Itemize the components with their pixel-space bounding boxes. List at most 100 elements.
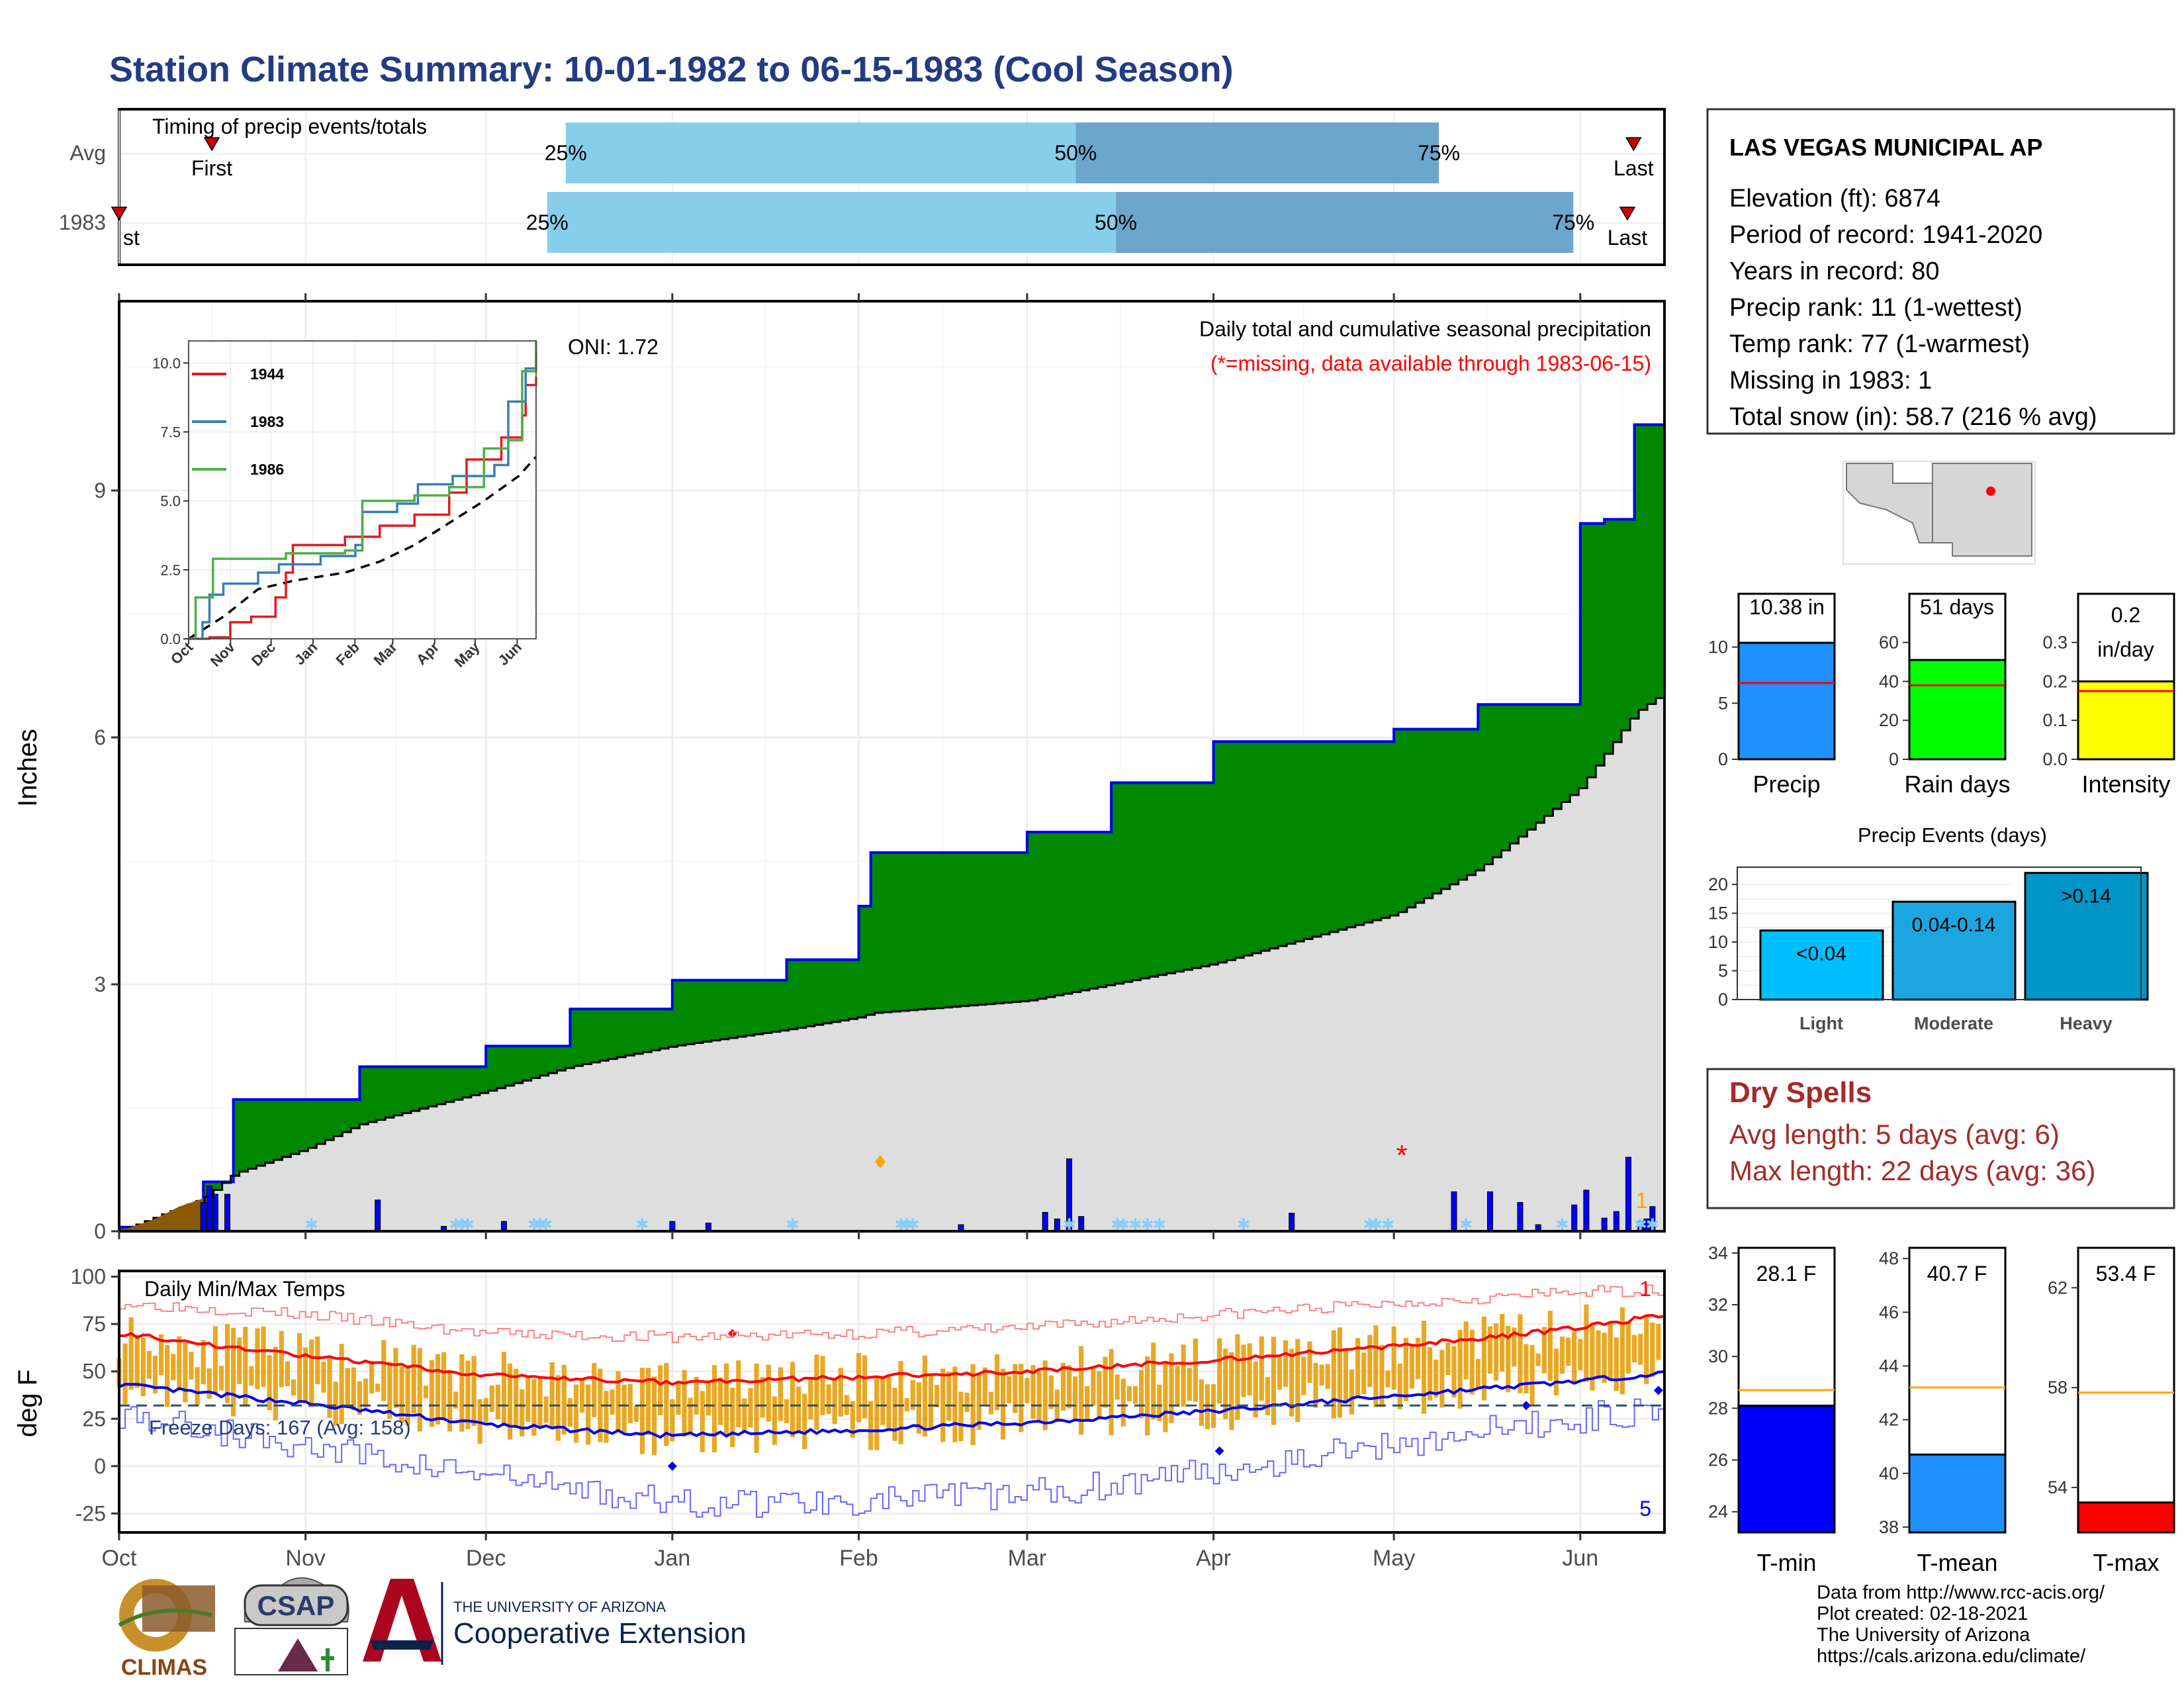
daily-temp-bar <box>1566 1337 1571 1366</box>
daily-temp-bar <box>784 1399 790 1424</box>
daily-temp-bar <box>1048 1375 1054 1409</box>
daily-temp-bar <box>1235 1334 1240 1420</box>
daily-temp-bar <box>688 1397 693 1433</box>
daily-precip-bar <box>212 1194 218 1232</box>
daily-temp-bar <box>868 1401 874 1450</box>
month-tick-label: Feb <box>839 1546 878 1571</box>
daily-temp-bar <box>592 1362 597 1417</box>
daily-temp-bar <box>249 1366 254 1386</box>
daily-precip-bar <box>1487 1191 1494 1232</box>
snow-marker: ✱ <box>1381 1216 1394 1234</box>
stat-label: T-max <box>2093 1549 2159 1576</box>
daily-precip-bar <box>1571 1204 1578 1232</box>
temp-y-tick-label: 100 <box>71 1265 106 1289</box>
daily-temp-bar <box>555 1375 561 1441</box>
stat-label: T-min <box>1757 1549 1817 1576</box>
daily-temp-bar <box>1073 1376 1078 1421</box>
daily-temp-bar <box>952 1366 958 1442</box>
daily-temp-bar <box>158 1334 164 1376</box>
inset-series-line <box>189 341 537 640</box>
events-y-tick-label: 5 <box>1718 961 1728 981</box>
cumulative-precip-line <box>119 377 1666 1229</box>
daily-temp-bar <box>441 1352 447 1421</box>
last-event-label: Last <box>1608 226 1648 250</box>
daily-precip-bar <box>1517 1201 1524 1232</box>
daily-temp-bar <box>1644 1316 1649 1384</box>
daily-precip-bar <box>224 1194 231 1232</box>
daily-temp-bar <box>261 1326 266 1387</box>
stat-tick-label: 0 <box>1718 749 1728 769</box>
daily-temp-bar <box>1349 1369 1355 1415</box>
month-tick-label: Jan <box>654 1546 690 1571</box>
daily-temp-bar <box>435 1354 441 1425</box>
stat-bar <box>1908 659 2007 761</box>
events-bar-label: >0.14 <box>2061 886 2111 908</box>
daily-temp-bar <box>976 1373 981 1430</box>
daily-temp-bar <box>682 1370 687 1437</box>
daily-temp-bar <box>1036 1370 1042 1422</box>
daily-temp-bar <box>1187 1368 1192 1401</box>
daily-temp-bar <box>1109 1349 1114 1436</box>
daily-temp-bar <box>146 1350 152 1379</box>
daily-temp-bar <box>315 1336 320 1385</box>
daily-temp-bar <box>1506 1325 1511 1393</box>
daily-temp-bar <box>381 1340 387 1401</box>
stat-tick-label: 34 <box>1708 1243 1728 1263</box>
daily-temp-bar <box>1500 1313 1505 1372</box>
temp-y-tick-label: 75 <box>82 1312 106 1336</box>
stat-box <box>2077 1246 2175 1534</box>
daily-temp-bar <box>1403 1338 1408 1401</box>
temp-max-count: 1 <box>1639 1277 1651 1301</box>
daily-temp-bar <box>610 1389 615 1415</box>
daily-temp-bar <box>598 1368 603 1442</box>
snow-marker: ✱ <box>449 1216 463 1234</box>
freeze-days-label: Freeze Days: 167 (Avg: 158) <box>149 1416 411 1439</box>
daily-temp-bar <box>1181 1344 1186 1407</box>
daily-temp-bar <box>501 1352 507 1426</box>
stat-tick-label: 0.3 <box>2042 633 2068 653</box>
precip-y-tick-label: 0 <box>94 1219 106 1243</box>
daily-temp-bar <box>604 1391 609 1443</box>
station-location-dot <box>1986 487 1995 496</box>
snow-marker: ✱ <box>635 1216 649 1234</box>
temp-stat-value: 53.4 F <box>2096 1262 2156 1286</box>
inset-legend-label: 1986 <box>250 461 284 478</box>
stat-tick-label: 0.1 <box>2042 710 2068 730</box>
daily-temp-bar <box>1295 1338 1300 1423</box>
daily-temp-bar <box>1367 1335 1373 1387</box>
snow-marker: ✱ <box>894 1216 907 1234</box>
daily-temp-bar <box>1138 1370 1144 1419</box>
snow-marker: ✱ <box>305 1216 318 1234</box>
figure-title: Station Climate Summary: 10-01-1982 to 0… <box>109 50 1234 89</box>
stat-label: Rain days <box>1904 771 2010 798</box>
daily-temp-bar <box>423 1385 428 1399</box>
daily-temp-bar <box>802 1393 807 1450</box>
daily-temp-bar <box>561 1364 567 1435</box>
stat-tick-label: 0 <box>1889 749 1899 769</box>
daily-temp-bar <box>1169 1353 1174 1423</box>
daily-temp-bar <box>742 1398 747 1432</box>
daily-temp-bar <box>1019 1364 1024 1432</box>
events-category-label: Moderate <box>1914 1013 1993 1033</box>
timing-bar-late <box>1116 192 1574 253</box>
snow-marker: ✱ <box>455 1216 469 1234</box>
temp-stat-value: 28.1 F <box>1756 1262 1817 1286</box>
daily-temp-bar <box>862 1355 868 1419</box>
daily-temp-bar <box>1199 1379 1205 1427</box>
daily-temp-bar <box>1151 1342 1156 1420</box>
daily-temp-bar <box>122 1343 128 1405</box>
daily-precip-bar <box>1078 1216 1085 1232</box>
daily-temp-bar <box>237 1337 242 1384</box>
daily-temp-bar <box>670 1399 675 1442</box>
daily-temp-bar <box>850 1401 856 1438</box>
daily-temp-bar <box>1307 1341 1312 1383</box>
daily-temp-bar <box>1271 1336 1277 1425</box>
snow-marker: ✱ <box>1363 1216 1377 1234</box>
stat-tick-label: 26 <box>1708 1450 1728 1470</box>
daily-temp-bar <box>543 1396 549 1423</box>
daily-temp-bar <box>1217 1338 1222 1404</box>
daily-temp-bar <box>820 1356 825 1415</box>
snow-marker: ✱ <box>1555 1216 1569 1234</box>
stat-tick-label: 38 <box>1879 1517 1899 1537</box>
